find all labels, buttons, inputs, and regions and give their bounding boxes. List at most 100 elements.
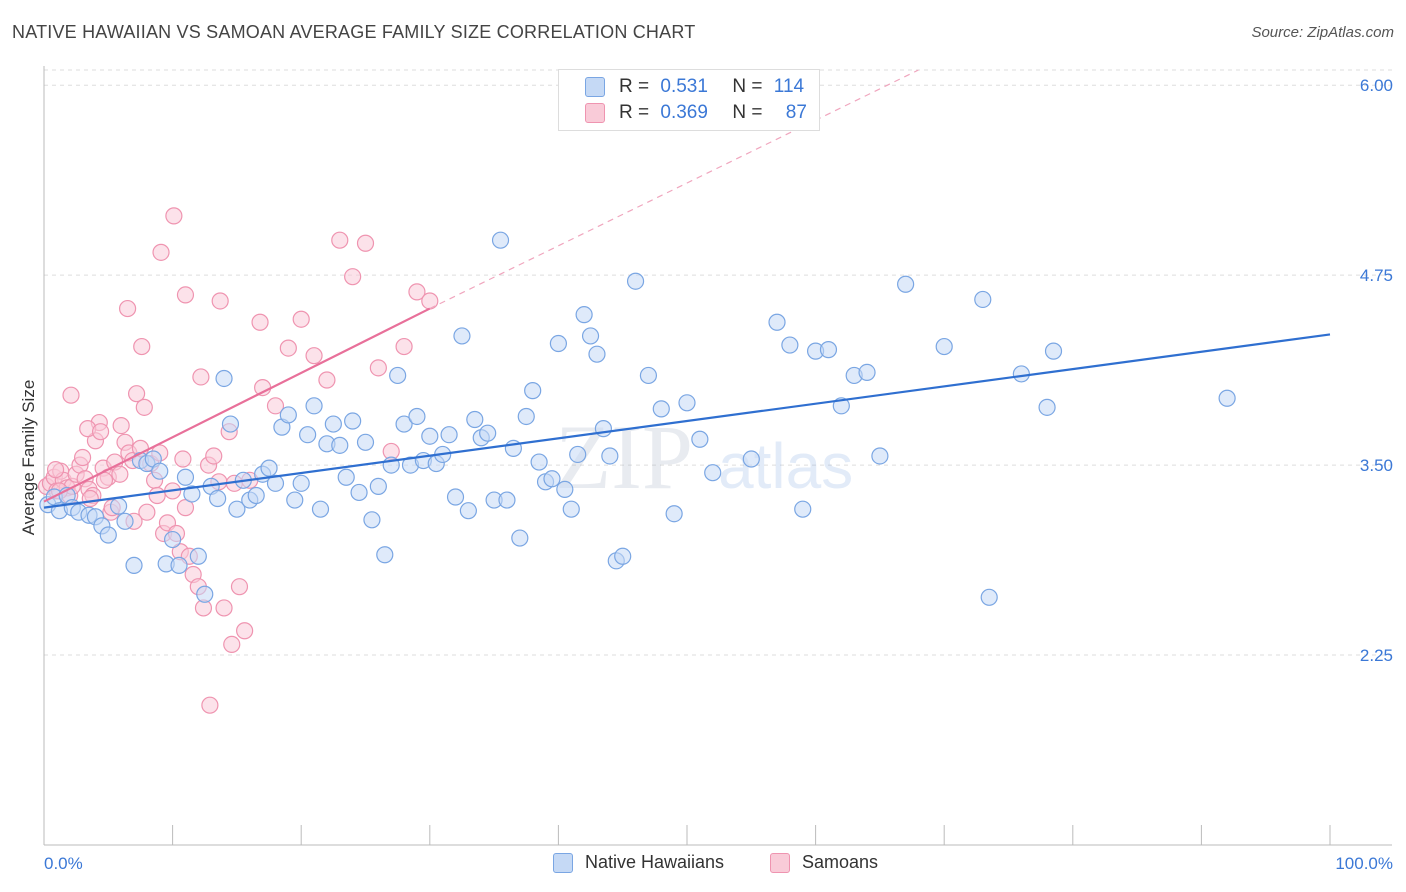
- native-hawaiians-point: [588, 345, 606, 363]
- native-hawaiians-point: [794, 500, 812, 518]
- native-hawaiians-points: [39, 231, 1236, 606]
- native-hawaiians-point: [189, 547, 207, 565]
- source-label: Source: ZipAtlas.com: [1251, 24, 1394, 41]
- native-hawaiians-point: [363, 511, 381, 529]
- legend-native-hawaiians[interactable]: Native Hawaiians: [553, 852, 724, 873]
- native-hawaiians-point: [395, 415, 413, 433]
- samoans-point: [81, 489, 99, 508]
- native-hawaiians-point: [639, 366, 658, 385]
- native-hawaiians-point: [215, 369, 233, 388]
- native-hawaiians-point: [292, 474, 310, 492]
- native-hawaiians-point: [530, 453, 548, 471]
- native-hawaiians-point: [170, 556, 188, 574]
- native-hawaiians-point: [459, 502, 477, 520]
- samoans-point: [111, 465, 129, 483]
- native-hawaiians-point: [305, 397, 323, 415]
- samoans-point: [112, 416, 130, 435]
- legend-row-native-hawaiians: R = 0.531 N = 114: [585, 75, 804, 99]
- samoans-point: [127, 385, 146, 403]
- native-hawaiians-point: [109, 497, 128, 515]
- native-hawaiians-point: [247, 486, 265, 505]
- native-hawaiians-point: [221, 415, 240, 433]
- native-hawaiians-point: [369, 477, 387, 495]
- samoans-point: [223, 635, 241, 654]
- x-tick-label-max: 100.0%: [1335, 854, 1393, 873]
- native-hawaiians-point: [498, 491, 516, 509]
- n-value: 114: [773, 76, 805, 97]
- y-tick-label: 6.00: [1360, 76, 1393, 95]
- r-value: 0.531: [660, 76, 708, 97]
- samoans-point: [331, 231, 349, 249]
- native-hawaiians-point: [819, 341, 838, 359]
- native-hawaiians-point: [164, 530, 182, 549]
- samoans-point: [165, 207, 183, 225]
- blue-swatch: [553, 852, 573, 873]
- native-hawaiians-point: [479, 424, 497, 442]
- legend-label: Samoans: [802, 852, 879, 872]
- y-tick-label: 4.75: [1360, 266, 1393, 285]
- native-hawaiians-point: [665, 505, 683, 523]
- native-hawaiians-point: [549, 334, 568, 353]
- native-hawaiians-point: [151, 462, 169, 480]
- axes: [43, 66, 1392, 846]
- y-tick-label: 3.50: [1360, 456, 1393, 475]
- samoans-point: [211, 292, 229, 310]
- y-tick-label: 2.25: [1360, 646, 1393, 665]
- samoans-point: [46, 461, 65, 479]
- native-hawaiians-point: [594, 420, 613, 438]
- r-label: R =: [619, 102, 650, 123]
- native-hawaiians-point: [125, 556, 143, 574]
- tick-labels: 2.25 3.50 4.75 6.00 0.0% 100.0% Average Family…: [19, 76, 1393, 873]
- samoans-point: [148, 486, 166, 505]
- native-hawaiians-point: [260, 459, 278, 477]
- native-hawaiians-point: [99, 526, 117, 544]
- native-hawaiians-point: [350, 483, 368, 502]
- stats-legend: R = 0.531 N = 114 R = 0.369 N = 87: [558, 69, 820, 131]
- samoans-trend-line: [43, 307, 431, 503]
- native-hawaiians-point: [421, 427, 439, 445]
- trend-lines: [43, 69, 1331, 509]
- native-hawaiians-point: [279, 406, 297, 424]
- samoans-point: [205, 447, 223, 465]
- samoans-point: [266, 397, 285, 415]
- native-hawaiians-point: [286, 491, 304, 509]
- native-hawaiians-point: [556, 480, 574, 499]
- native-hawaiians-point: [517, 407, 535, 426]
- native-hawaiians-point: [524, 382, 542, 400]
- samoans-point: [356, 234, 375, 252]
- native-hawaiians-point: [228, 500, 246, 518]
- native-hawaiians-point: [935, 337, 953, 356]
- native-hawaiians-point: [1012, 365, 1030, 383]
- native-hawaiians-point: [408, 407, 426, 426]
- samoans-point: [201, 696, 219, 714]
- samoans-point: [421, 292, 439, 310]
- x-tick-label-min: 0.0%: [44, 854, 83, 873]
- native-hawaiians-point: [511, 529, 529, 547]
- native-hawaiians-point: [324, 415, 342, 433]
- native-hawaiians-point: [871, 447, 889, 465]
- native-hawaiians-point: [1038, 398, 1056, 416]
- samoans-point: [292, 310, 310, 328]
- pink-swatch: [770, 852, 790, 873]
- chart-title: NATIVE HAWAIIAN VS SAMOAN AVERAGE FAMILY…: [12, 22, 696, 42]
- blue-swatch: [585, 77, 605, 97]
- native-hawaiians-point: [562, 500, 580, 518]
- legend-samoans[interactable]: Samoans: [770, 852, 878, 873]
- watermark: ZIP atlas: [555, 406, 853, 508]
- pink-swatch: [585, 103, 605, 123]
- native-hawaiians-point: [176, 468, 195, 486]
- native-hawaiians-point: [581, 327, 600, 345]
- samoans-point: [395, 337, 413, 356]
- n-label: N =: [732, 102, 763, 123]
- samoans-point: [215, 599, 233, 617]
- native-hawaiians-point: [781, 336, 799, 354]
- samoans-point: [251, 313, 269, 331]
- native-hawaiians-point: [575, 306, 593, 324]
- n-value: 87: [785, 102, 807, 123]
- native-hawaiians-point: [974, 290, 992, 309]
- samoans-point: [133, 337, 151, 356]
- native-hawaiians-point: [626, 272, 645, 290]
- native-hawaiians-point: [453, 327, 471, 345]
- native-hawaiians-point: [331, 436, 349, 454]
- series-legend: Native Hawaiians Samoans: [0, 852, 1406, 878]
